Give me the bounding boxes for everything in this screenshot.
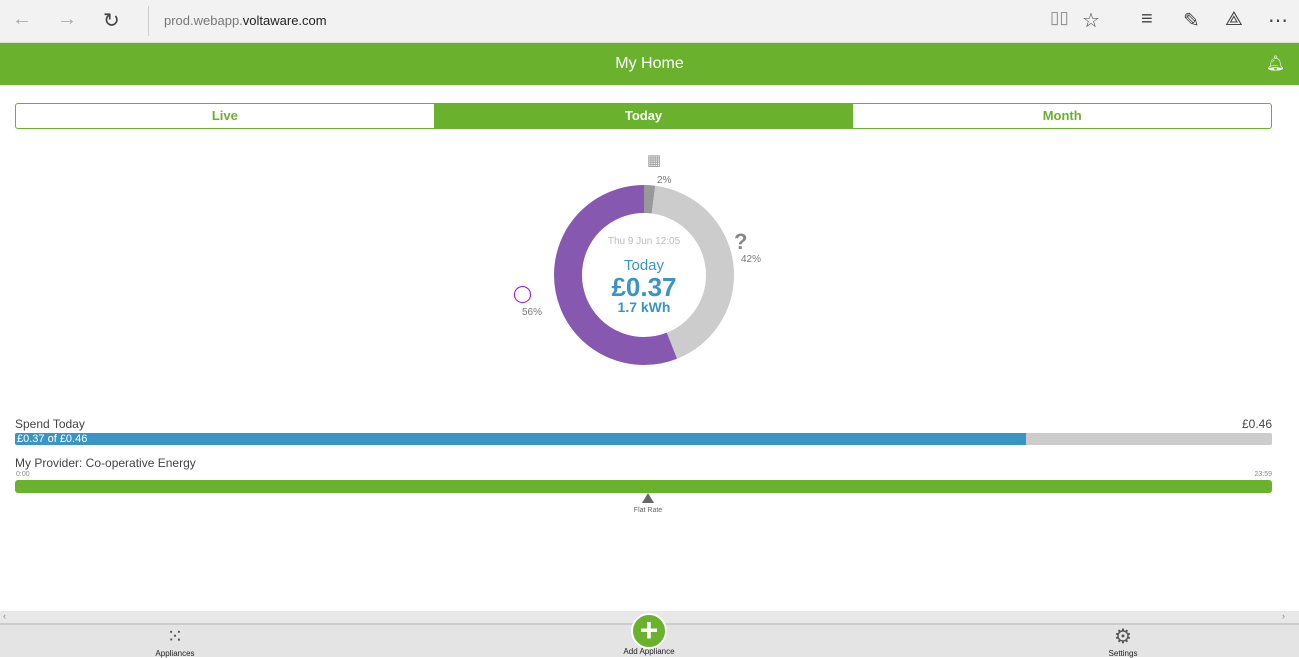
center-cost: £0.37 [611,272,677,302]
tariff-label: Flat Rate [633,507,663,514]
nav-appliances-label: Appliances [155,649,195,658]
bell-icon[interactable]: 🔔︎ [1265,55,1285,72]
scroll-left-icon[interactable]: ‹ [3,611,6,621]
segment-label-other: 2% [657,175,672,186]
spend-label: Spend Today [15,417,85,431]
appliances-grid-icon: ⁙ [166,626,184,648]
more-icon[interactable]: ⋯ [1268,10,1288,32]
web-note-icon[interactable]: ✎ [1183,10,1200,32]
tab-today[interactable]: Today [434,104,854,128]
center-period: Today [623,257,665,274]
usage-donut-chart [554,185,734,365]
nav-settings[interactable]: ⚙ Settings [1073,625,1173,658]
tariff-timeline-bar [15,480,1272,493]
reading-view-icon[interactable]: ▯▯ [1050,8,1069,27]
donut-segment-2[interactable] [554,185,734,365]
vertical-scrollbar[interactable] [1287,43,1299,611]
share-icon[interactable]: ⟁ [1225,8,1243,30]
app-header: My Home 🔔︎ [0,43,1299,85]
segment-label-unknown: 42% [741,254,762,265]
ghost-icon: ◯ [513,284,533,303]
spend-progress-fill: £0.37 of £0.46 [15,433,1026,445]
favorite-star-icon[interactable]: ☆ [1082,10,1100,32]
grid-icon: ▦ [647,152,661,169]
back-icon[interactable]: ← [12,8,32,30]
timeline-start: 0:00 [16,471,30,478]
browser-toolbar: ← → ↻ prod.webapp.voltaware.com ▯▯ ☆ ≡ ✎… [0,0,1299,43]
refresh-icon[interactable]: ↻ [103,10,120,32]
question-icon: ? [734,229,748,254]
plus-icon: + [639,612,659,648]
center-datetime: Thu 9 Jun 12:05 [607,236,681,247]
current-time-marker [642,493,654,503]
forward-icon[interactable]: → [57,8,77,30]
gear-icon: ⚙ [1114,626,1132,648]
address-bar[interactable]: prod.webapp.voltaware.com [148,6,327,36]
url-prefix: prod.webapp. [164,13,243,28]
add-appliance-button[interactable]: + [631,613,667,649]
spend-max: £0.46 [1241,417,1272,431]
nav-add-label[interactable]: Add Appliance [623,647,675,656]
provider-label: My Provider: Co-operative Energy [15,456,196,470]
tab-month[interactable]: Month [1042,108,1082,123]
segment-label-standby: 56% [522,307,543,318]
timeline-end: 23:59 [1254,471,1272,478]
period-tabs: Live Today Month [15,103,1272,129]
hub-icon[interactable]: ≡ [1141,8,1153,30]
page-title: My Home [615,55,684,72]
scroll-right-icon[interactable]: › [1282,611,1285,621]
nav-settings-label: Settings [1108,649,1138,658]
donut-segment-1[interactable] [554,185,734,365]
url-domain: voltaware.com [242,13,327,28]
center-energy: 1.7 kWh [617,299,671,315]
nav-appliances[interactable]: ⁙ Appliances [125,625,225,658]
spend-progress-bar: £0.37 of £0.46 [15,433,1272,445]
tab-live[interactable]: Live [16,104,435,128]
